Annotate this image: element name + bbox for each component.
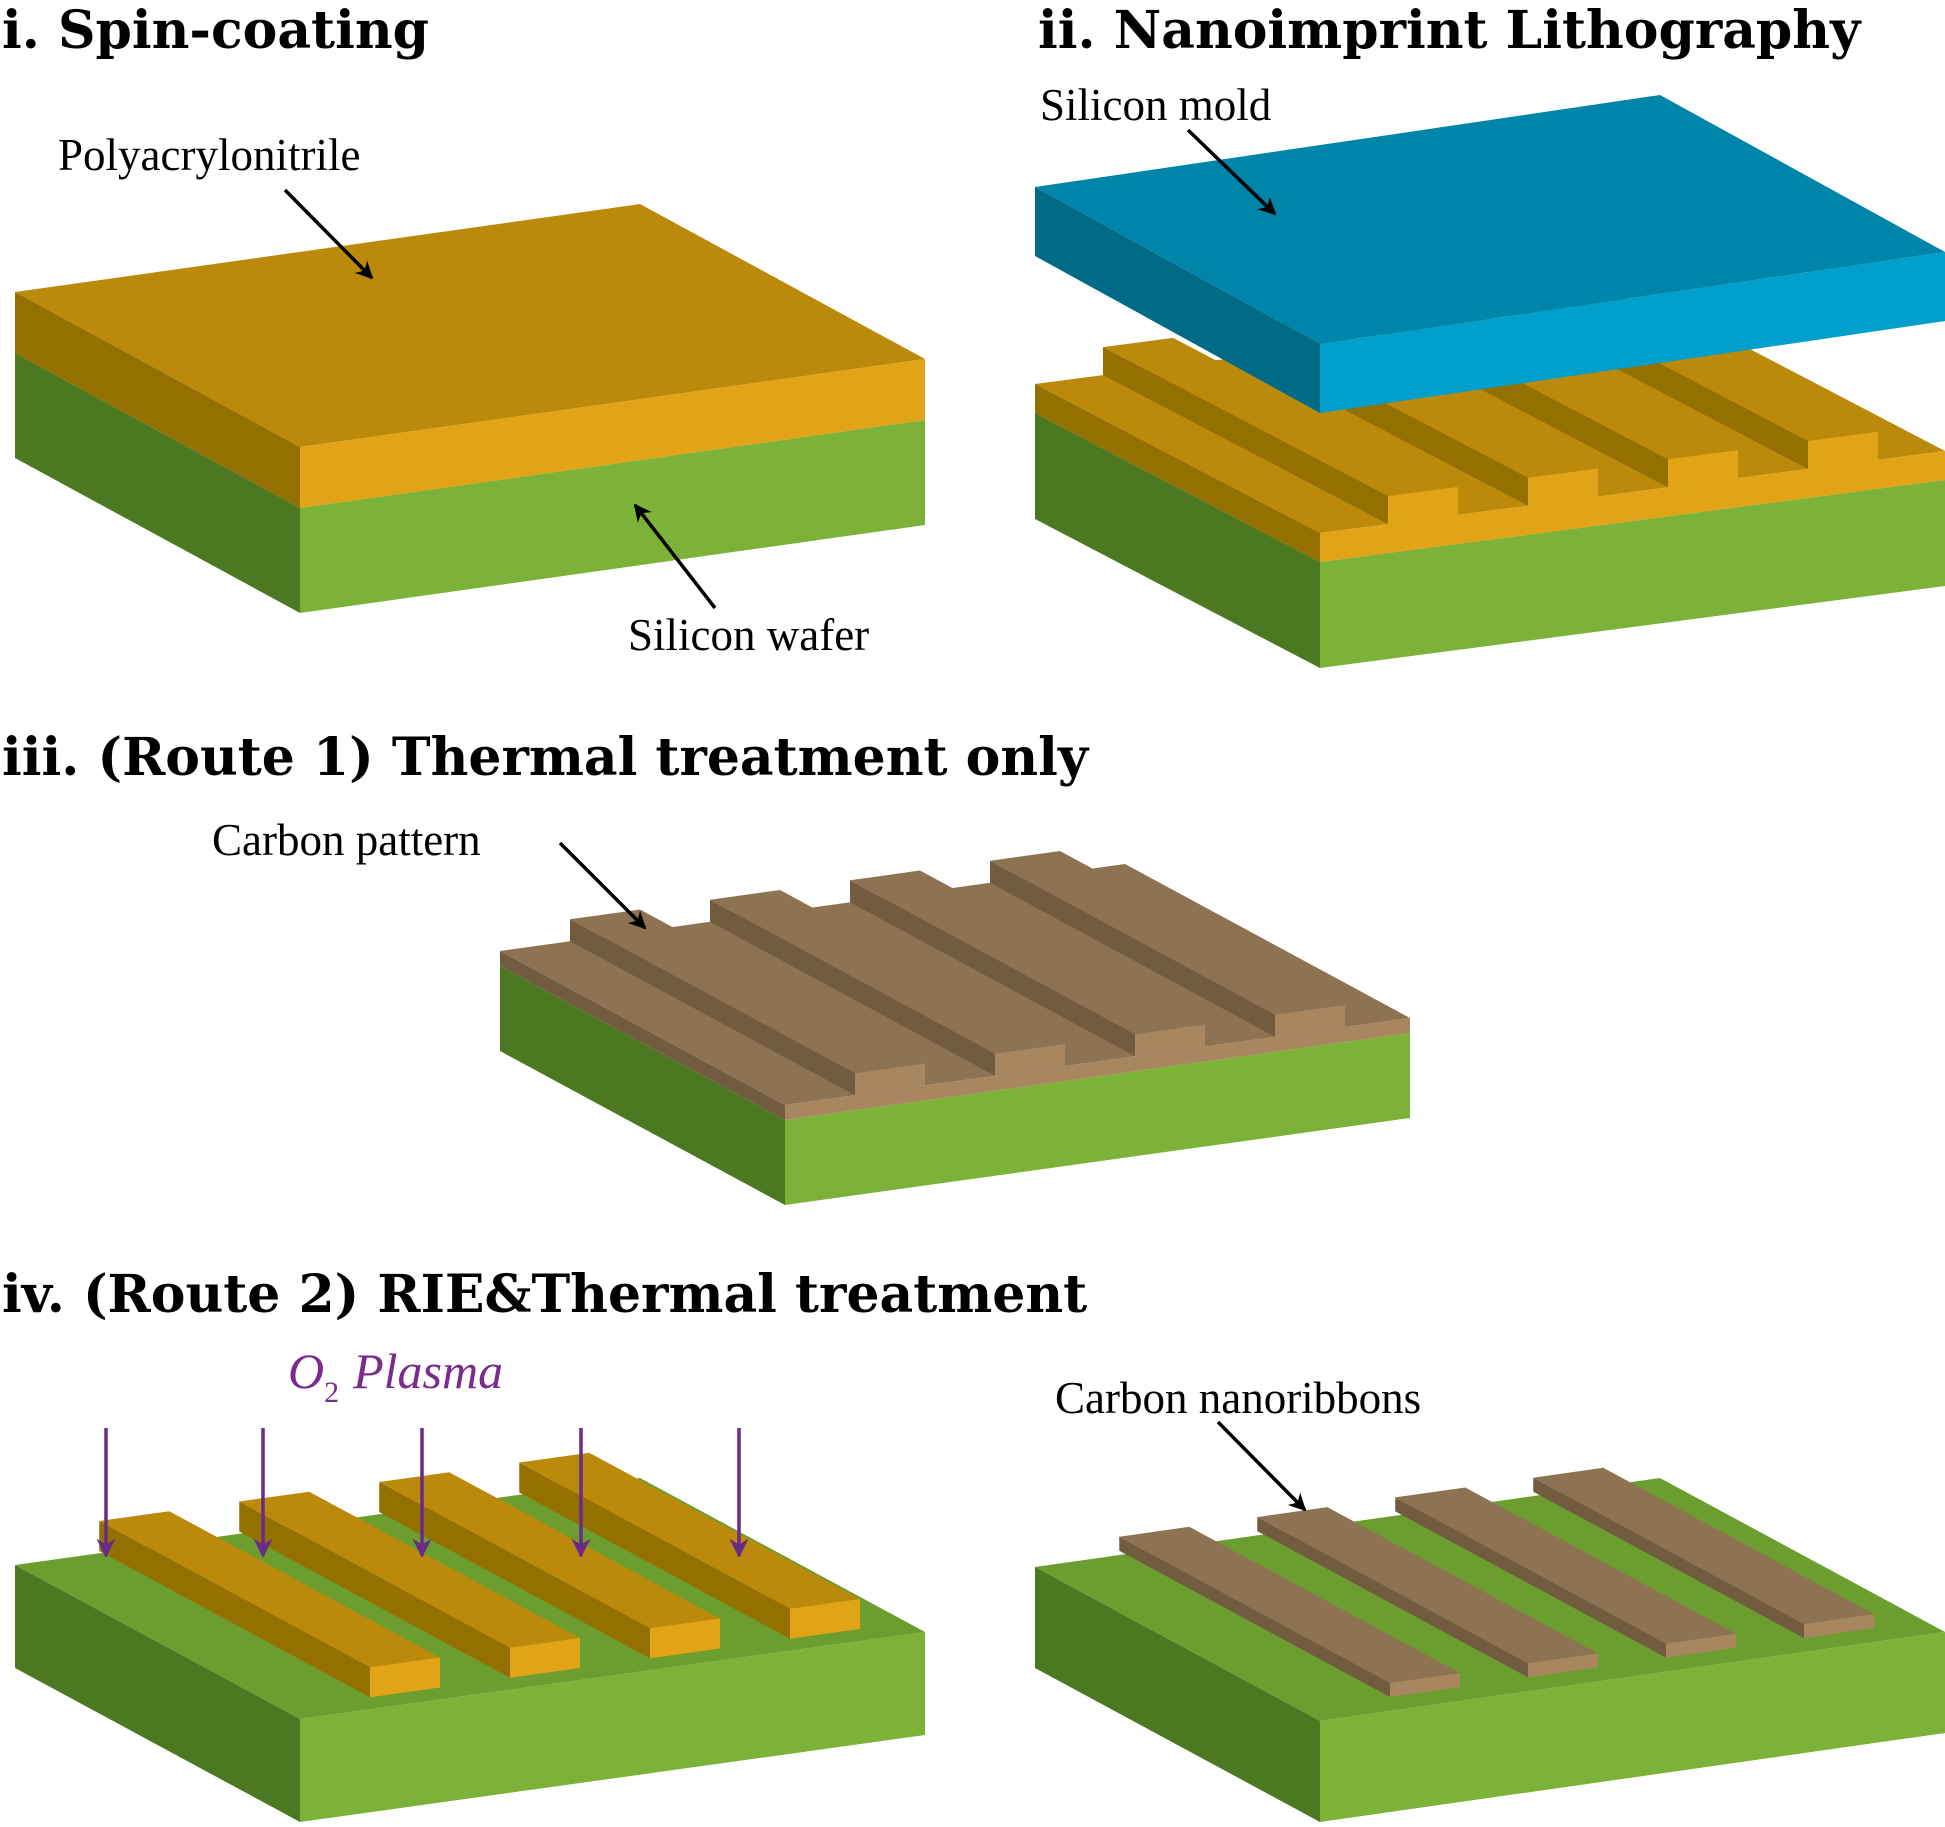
mold-tooth-1 bbox=[1390, 323, 1460, 372]
pan-ribbon-4-front bbox=[790, 1599, 860, 1639]
label-carbon-nanoribbons: Carbon nanoribbons bbox=[1055, 1373, 1421, 1423]
carbon-ribbon-2-front bbox=[1528, 1653, 1598, 1678]
route1-wafer-front-face bbox=[785, 1033, 1410, 1205]
o2-plasma-arrows bbox=[96, 1428, 749, 1558]
mold-front-face bbox=[1320, 252, 1945, 413]
pan-ribbon-4-top bbox=[519, 1452, 860, 1609]
nil-ridge-2-front bbox=[1528, 468, 1598, 506]
carbon-ribbon-3-side bbox=[1395, 1497, 1666, 1658]
carbon-ribbon-4-front bbox=[1804, 1614, 1874, 1639]
silicon-mold bbox=[1035, 95, 1945, 413]
route1-wafer-side-face bbox=[500, 966, 785, 1205]
arrow-silicon-wafer bbox=[633, 503, 717, 610]
mold-side-face bbox=[1035, 187, 1320, 413]
pan-ribbon-1-top bbox=[99, 1511, 440, 1668]
carbon-ribbon-1-side bbox=[1119, 1536, 1390, 1698]
arrow-polyacrylonitrile bbox=[283, 188, 374, 280]
carbon-ribbon-3-front bbox=[1666, 1633, 1736, 1658]
arrow-carbon-nanoribbons bbox=[1216, 1420, 1307, 1512]
mold-tooth-4 bbox=[1810, 261, 1880, 310]
carbon-base-side bbox=[500, 951, 785, 1120]
nil-pan-base-side bbox=[1035, 384, 1320, 562]
carbon-ribbon-4-side bbox=[1533, 1477, 1804, 1639]
wafer-side-face bbox=[15, 353, 300, 613]
pan-ribbons bbox=[99, 1452, 860, 1698]
carbon-ridge-4-top bbox=[990, 851, 1345, 1015]
nil-ridge-4-front bbox=[1808, 431, 1878, 469]
nil-silicon-wafer bbox=[1035, 413, 1945, 668]
label-polyacrylonitrile: Polyacrylonitrile bbox=[58, 130, 360, 180]
panel-route-2: iv. (Route 2) RIE&Thermal treatment O2 Pl… bbox=[2, 1264, 1945, 1822]
carbon-ribbons bbox=[1119, 1467, 1874, 1698]
title-step-ii: ii. Nanoimprint Lithography bbox=[1038, 0, 1862, 61]
title-step-i: i. Spin-coating bbox=[2, 0, 429, 61]
nil-ridge-3-front bbox=[1668, 450, 1738, 488]
pan-front-face bbox=[300, 359, 925, 508]
carbon-base-front bbox=[785, 1018, 1410, 1120]
carbon-ribbon-4-top bbox=[1533, 1467, 1874, 1625]
rie-substrate bbox=[15, 1452, 925, 1822]
carbon-ridge-2-side bbox=[710, 899, 995, 1076]
carbon-ridge-4-side bbox=[990, 860, 1275, 1037]
title-step-iv: iv. (Route 2) RIE&Thermal treatment bbox=[2, 1264, 1087, 1325]
carbon-ribbon-1-top bbox=[1119, 1526, 1460, 1684]
nr-wafer-side-face bbox=[1035, 1567, 1320, 1822]
pan-ribbon-4-side bbox=[519, 1462, 790, 1639]
pan-ribbon-3-front bbox=[650, 1618, 720, 1659]
pan-ribbon-3-side bbox=[379, 1481, 650, 1659]
carbon-ridges bbox=[570, 851, 1345, 1096]
nr-wafer-front-face bbox=[1320, 1632, 1945, 1822]
panel-nanoimprint: ii. Nanoimprint Lithography Silicon mold bbox=[1035, 0, 1945, 668]
label-silicon-mold: Silicon mold bbox=[1040, 80, 1271, 130]
mold-tooth-2 bbox=[1530, 302, 1600, 352]
pan-ribbon-1-side bbox=[99, 1520, 370, 1698]
carbon-ridge-2-top bbox=[710, 890, 1065, 1054]
route1-silicon-wafer bbox=[500, 966, 1410, 1205]
wafer-front-face bbox=[300, 420, 925, 613]
o2-plasma-label: O2 Plasma bbox=[288, 1343, 503, 1409]
carbon-ridge-4-front bbox=[1275, 1005, 1345, 1037]
carbon-ridge-2-front bbox=[995, 1044, 1065, 1076]
label-carbon-pattern: Carbon pattern bbox=[212, 815, 481, 865]
nil-wafer-side-face bbox=[1035, 413, 1320, 668]
panel-spin-coating: i. Spin-coating Polyacrylonitrile Silico… bbox=[2, 0, 925, 660]
carbon-ribbon-2-side bbox=[1257, 1517, 1528, 1678]
carbon-ribbon-3-top bbox=[1395, 1487, 1736, 1644]
rie-wafer-side-face bbox=[15, 1565, 300, 1822]
pan-ribbon-1-front bbox=[370, 1657, 440, 1698]
pan-ribbon-2-side bbox=[239, 1501, 510, 1678]
carbon-pattern-film bbox=[500, 851, 1410, 1120]
carbon-ribbon-2-top bbox=[1257, 1507, 1598, 1664]
nil-pan-base-front bbox=[1320, 451, 1945, 562]
label-silicon-wafer: Silicon wafer bbox=[628, 610, 869, 660]
pan-side-face bbox=[15, 292, 300, 508]
nil-ridge-1-front bbox=[1388, 486, 1458, 525]
carbon-ridge-1-front bbox=[855, 1063, 925, 1096]
mold-tooth-3 bbox=[1670, 282, 1740, 331]
silicon-wafer-block bbox=[15, 353, 925, 613]
nil-ridge-1-side bbox=[1103, 347, 1388, 525]
pan-ribbon-3-top bbox=[379, 1472, 720, 1629]
carbon-ridge-3-top bbox=[850, 870, 1205, 1035]
nil-ridge-1-top bbox=[1103, 337, 1458, 497]
pan-layer-block bbox=[15, 204, 925, 508]
carbon-ridge-3-front bbox=[1135, 1024, 1205, 1057]
panel-route-1: iii. (Route 1) Thermal treatment only Ca… bbox=[2, 727, 1410, 1205]
carbon-ridge-1-side bbox=[570, 919, 855, 1096]
rie-wafer-front-face bbox=[300, 1632, 925, 1822]
carbon-ridge-1-top bbox=[570, 909, 925, 1074]
mold-teeth bbox=[1390, 261, 1880, 372]
arrow-silicon-mold bbox=[1186, 128, 1277, 216]
pan-top-face bbox=[15, 204, 925, 447]
arrow-carbon-pattern bbox=[558, 841, 647, 930]
pan-ribbon-2-front bbox=[510, 1638, 580, 1678]
carbon-ridge-3-side bbox=[850, 880, 1135, 1057]
nanoribbon-substrate bbox=[1035, 1467, 1945, 1822]
pan-ribbon-2-top bbox=[239, 1491, 580, 1648]
title-step-iii: iii. (Route 1) Thermal treatment only bbox=[2, 727, 1090, 788]
nil-wafer-front-face bbox=[1320, 480, 1945, 668]
mold-top-face bbox=[1035, 95, 1945, 344]
carbon-ribbon-1-front bbox=[1390, 1673, 1460, 1698]
